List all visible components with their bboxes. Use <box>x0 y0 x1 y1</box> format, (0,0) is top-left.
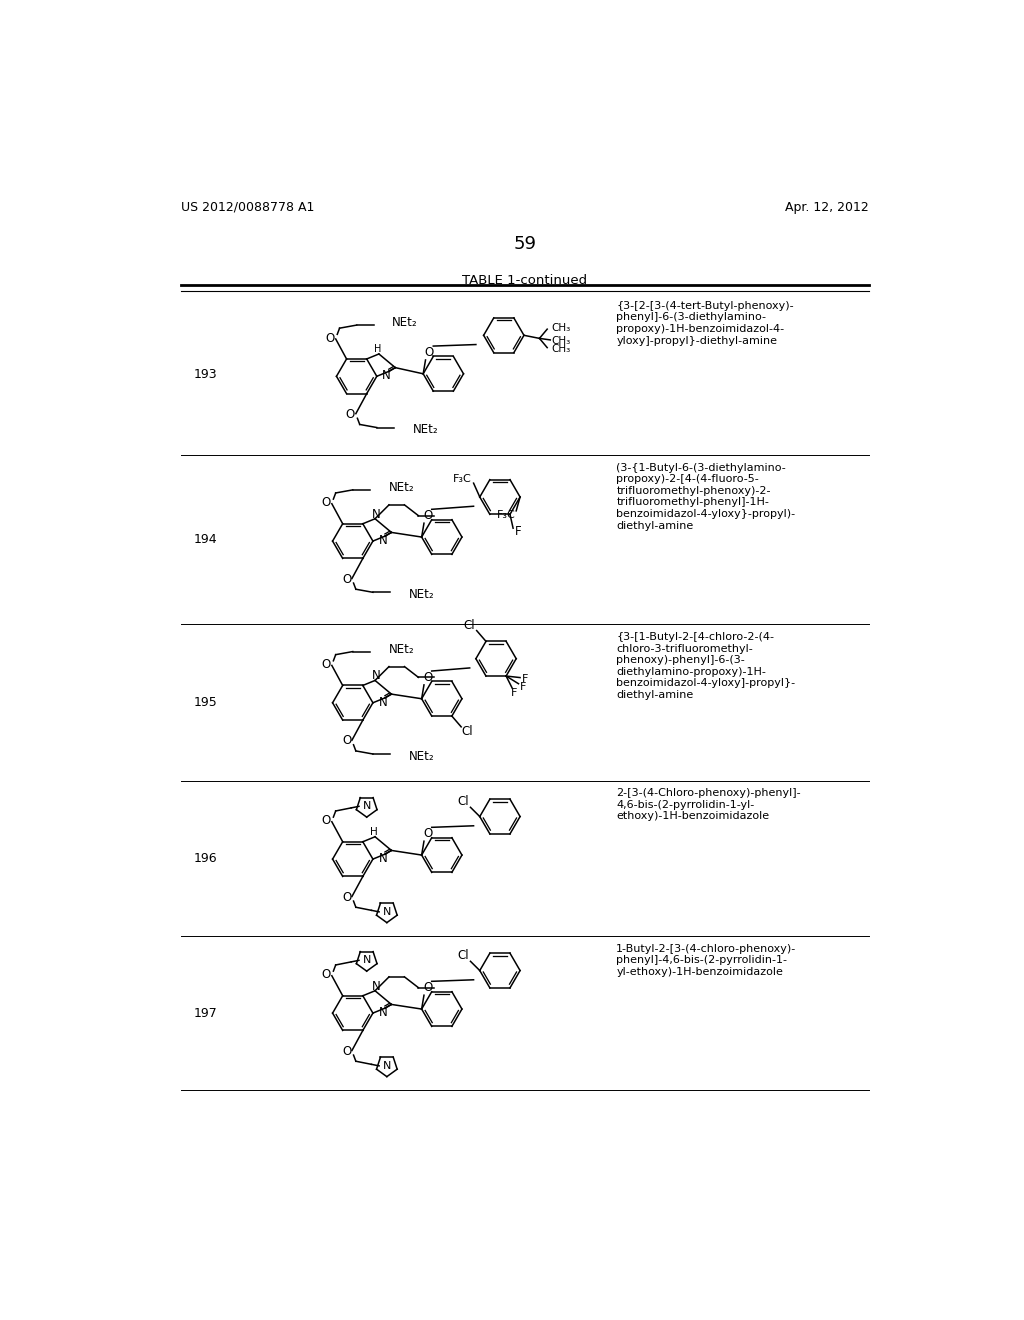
Text: F₃C: F₃C <box>454 474 472 483</box>
Text: Cl: Cl <box>463 619 475 632</box>
Text: O: O <box>423 981 432 994</box>
Text: H: H <box>374 345 381 354</box>
Text: N: N <box>362 801 371 812</box>
Text: N: N <box>379 535 387 548</box>
Text: O: O <box>342 573 351 586</box>
Text: {3-[2-[3-(4-tert-Butyl-phenoxy)-
phenyl]-6-(3-diethylamino-
propoxy)-1H-benzoimi: {3-[2-[3-(4-tert-Butyl-phenoxy)- phenyl]… <box>616 301 794 346</box>
Text: {3-[1-Butyl-2-[4-chloro-2-(4-
chloro-3-trifluoromethyl-
phenoxy)-phenyl]-6-(3-
d: {3-[1-Butyl-2-[4-chloro-2-(4- chloro-3-t… <box>616 632 796 700</box>
Text: F: F <box>520 682 526 692</box>
Text: NEt₂: NEt₂ <box>409 750 434 763</box>
Text: NEt₂: NEt₂ <box>388 643 414 656</box>
Text: N: N <box>362 956 371 965</box>
Text: NEt₂: NEt₂ <box>388 480 414 494</box>
Text: O: O <box>342 1044 351 1057</box>
Text: (3-{1-Butyl-6-(3-diethylamino-
propoxy)-2-[4-(4-fluoro-5-
trifluoromethyl-phenox: (3-{1-Butyl-6-(3-diethylamino- propoxy)-… <box>616 462 796 531</box>
Text: O: O <box>423 828 432 840</box>
Text: 1-Butyl-2-[3-(4-chloro-phenoxy)-
phenyl]-4,6-bis-(2-pyrrolidin-1-
yl-ethoxy)-1H-: 1-Butyl-2-[3-(4-chloro-phenoxy)- phenyl]… <box>616 944 797 977</box>
Text: NEt₂: NEt₂ <box>409 589 434 601</box>
Text: N: N <box>379 1006 387 1019</box>
Text: O: O <box>342 891 351 904</box>
Text: N: N <box>382 370 391 383</box>
Text: N: N <box>383 1061 391 1071</box>
Text: 197: 197 <box>194 1007 217 1019</box>
Text: O: O <box>322 659 331 671</box>
Text: F: F <box>521 675 528 684</box>
Text: Apr. 12, 2012: Apr. 12, 2012 <box>785 201 869 214</box>
Text: O: O <box>322 969 331 982</box>
Text: O: O <box>322 496 331 510</box>
Text: CH₃: CH₃ <box>552 345 571 354</box>
Text: N: N <box>379 696 387 709</box>
Text: O: O <box>342 734 351 747</box>
Text: 195: 195 <box>194 696 217 709</box>
Text: Cl: Cl <box>462 725 473 738</box>
Text: O: O <box>425 346 434 359</box>
Text: CH₃: CH₃ <box>552 322 571 333</box>
Text: F: F <box>514 525 521 537</box>
Text: 194: 194 <box>194 533 217 546</box>
Text: 193: 193 <box>194 367 217 380</box>
Text: TABLE 1-continued: TABLE 1-continued <box>462 275 588 286</box>
Text: O: O <box>423 510 432 521</box>
Text: N: N <box>372 669 381 682</box>
Text: O: O <box>322 814 331 828</box>
Text: O: O <box>326 331 335 345</box>
Text: NEt₂: NEt₂ <box>392 317 418 329</box>
Text: F₃C: F₃C <box>497 511 515 520</box>
Text: O: O <box>423 671 432 684</box>
Text: N: N <box>383 907 391 917</box>
Text: N: N <box>372 979 381 993</box>
Text: N: N <box>379 853 387 865</box>
Text: 2-[3-(4-Chloro-phenoxy)-phenyl]-
4,6-bis-(2-pyrrolidin-1-yl-
ethoxy)-1H-benzoimi: 2-[3-(4-Chloro-phenoxy)-phenyl]- 4,6-bis… <box>616 788 801 821</box>
Text: US 2012/0088778 A1: US 2012/0088778 A1 <box>180 201 314 214</box>
Text: O: O <box>346 408 355 421</box>
Text: NEt₂: NEt₂ <box>413 424 438 437</box>
Text: N: N <box>372 508 381 520</box>
Text: 196: 196 <box>194 851 217 865</box>
Text: H: H <box>370 828 378 837</box>
Text: Cl: Cl <box>457 949 469 962</box>
Text: Cl: Cl <box>457 795 469 808</box>
Text: F: F <box>511 688 517 698</box>
Text: CH₃: CH₃ <box>552 337 571 346</box>
Text: 59: 59 <box>513 235 537 253</box>
